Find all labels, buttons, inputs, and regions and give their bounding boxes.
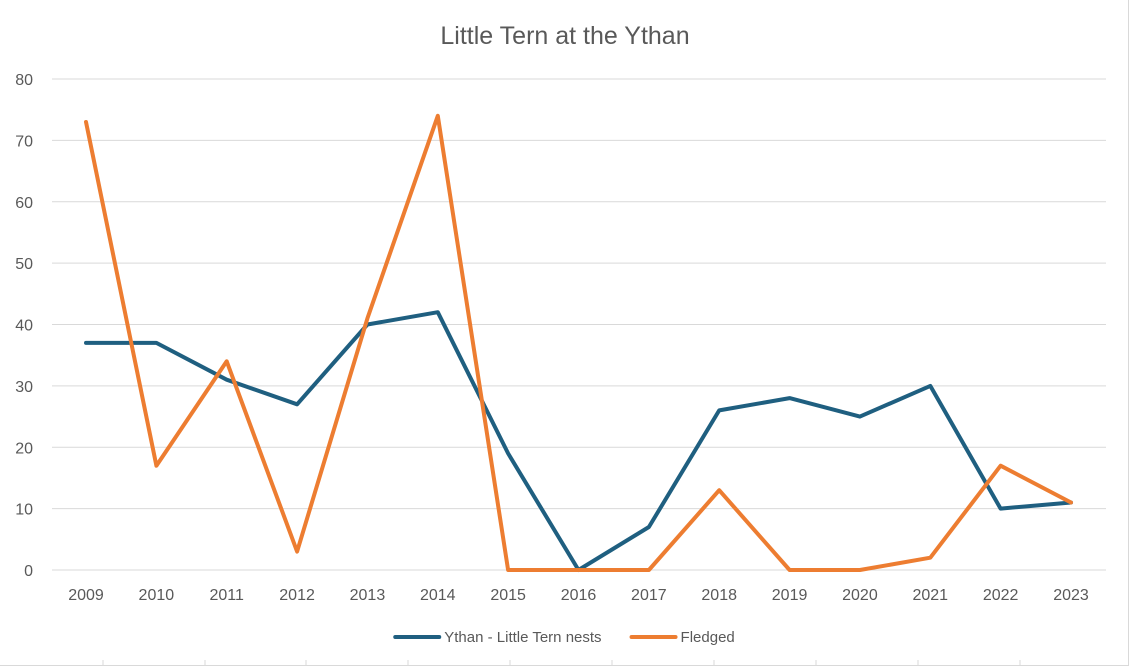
y-tick-label: 60 xyxy=(15,195,33,212)
x-tick-label: 2019 xyxy=(772,587,808,604)
y-tick-label: 80 xyxy=(15,72,33,89)
series-line-1 xyxy=(84,310,1073,572)
bottom-border-ticks xyxy=(102,660,1021,666)
x-tick-label: 2013 xyxy=(350,587,386,604)
x-tick-label: 2018 xyxy=(701,587,737,604)
x-tick-label: 2010 xyxy=(139,587,175,604)
x-axis-tick-labels: 2009 2010 2011 2012 2013 2014 2015 2016 2017 2018… xyxy=(68,587,1089,604)
legend: Ythan - Little Tern nests Fledged xyxy=(393,629,735,646)
y-tick-label: 20 xyxy=(15,440,33,457)
x-tick-label: 2015 xyxy=(490,587,526,604)
x-tick-label: 2022 xyxy=(983,587,1019,604)
x-tick-label: 2012 xyxy=(279,587,315,604)
y-tick-label: 40 xyxy=(15,318,33,335)
y-tick-label: 50 xyxy=(15,256,33,273)
series-line-2 xyxy=(84,113,1073,572)
x-tick-label: 2014 xyxy=(420,587,456,604)
gridlines xyxy=(52,78,1106,571)
series-lines xyxy=(84,113,1073,572)
x-tick-label: 2017 xyxy=(631,587,667,604)
legend-label-1: Ythan - Little Tern nests xyxy=(444,629,601,646)
x-tick-label: 2009 xyxy=(68,587,104,604)
y-tick-label: 0 xyxy=(24,563,33,580)
legend-label-2: Fledged xyxy=(681,629,735,646)
x-tick-label: 2021 xyxy=(912,587,948,604)
y-tick-label: 10 xyxy=(15,502,33,519)
x-tick-label: 2023 xyxy=(1053,587,1089,604)
x-tick-label: 2011 xyxy=(210,587,245,604)
x-tick-label: 2016 xyxy=(561,587,597,604)
y-tick-label: 30 xyxy=(15,379,33,396)
y-axis-tick-labels: 0 10 20 30 40 50 60 70 80 xyxy=(15,72,33,580)
chart-title: Little Tern at the Ythan xyxy=(440,22,689,50)
x-tick-label: 2020 xyxy=(842,587,878,604)
y-tick-label: 70 xyxy=(15,133,33,150)
